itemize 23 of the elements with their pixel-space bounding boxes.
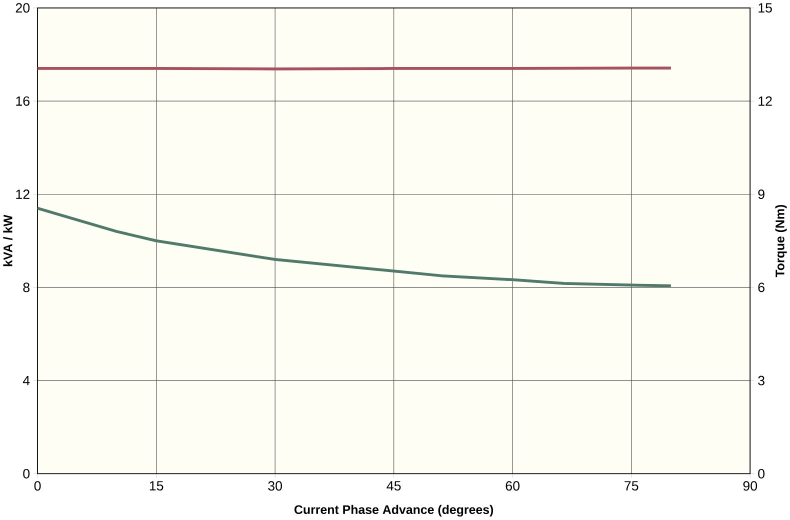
x-tick-label: 60 — [506, 481, 520, 491]
y2-tick-label: 3 — [758, 376, 764, 386]
y2-tick-label: 12 — [758, 96, 772, 106]
y2-tick-label: 15 — [758, 3, 772, 13]
y2-tick-label: 0 — [758, 469, 765, 479]
x-tick-label: 75 — [624, 481, 638, 491]
y-tick-label: 0 — [23, 469, 30, 479]
line-series — [38, 206, 672, 288]
x-tick-label: 45 — [386, 481, 401, 491]
x-tick-label: 0 — [34, 481, 41, 491]
y2-tick-label: 9 — [758, 190, 764, 200]
x-tick-label: 15 — [150, 481, 164, 491]
x-tick-label: 90 — [743, 481, 758, 491]
y2-axis-title: Torque (Nm) — [775, 205, 787, 278]
y-tick-label: 12 — [16, 190, 30, 200]
y-axis-title: kVA / kW — [3, 214, 12, 266]
y-tick-label: 20 — [16, 3, 30, 13]
x-axis-title: Current Phase Advance (degrees) — [294, 505, 494, 517]
y2-tick-label: 6 — [758, 282, 764, 292]
x-tick-label: 30 — [268, 481, 282, 491]
y-tick-label: 4 — [22, 376, 30, 386]
y-tick-label: 16 — [16, 96, 30, 106]
y-tick-label: 8 — [23, 282, 30, 292]
